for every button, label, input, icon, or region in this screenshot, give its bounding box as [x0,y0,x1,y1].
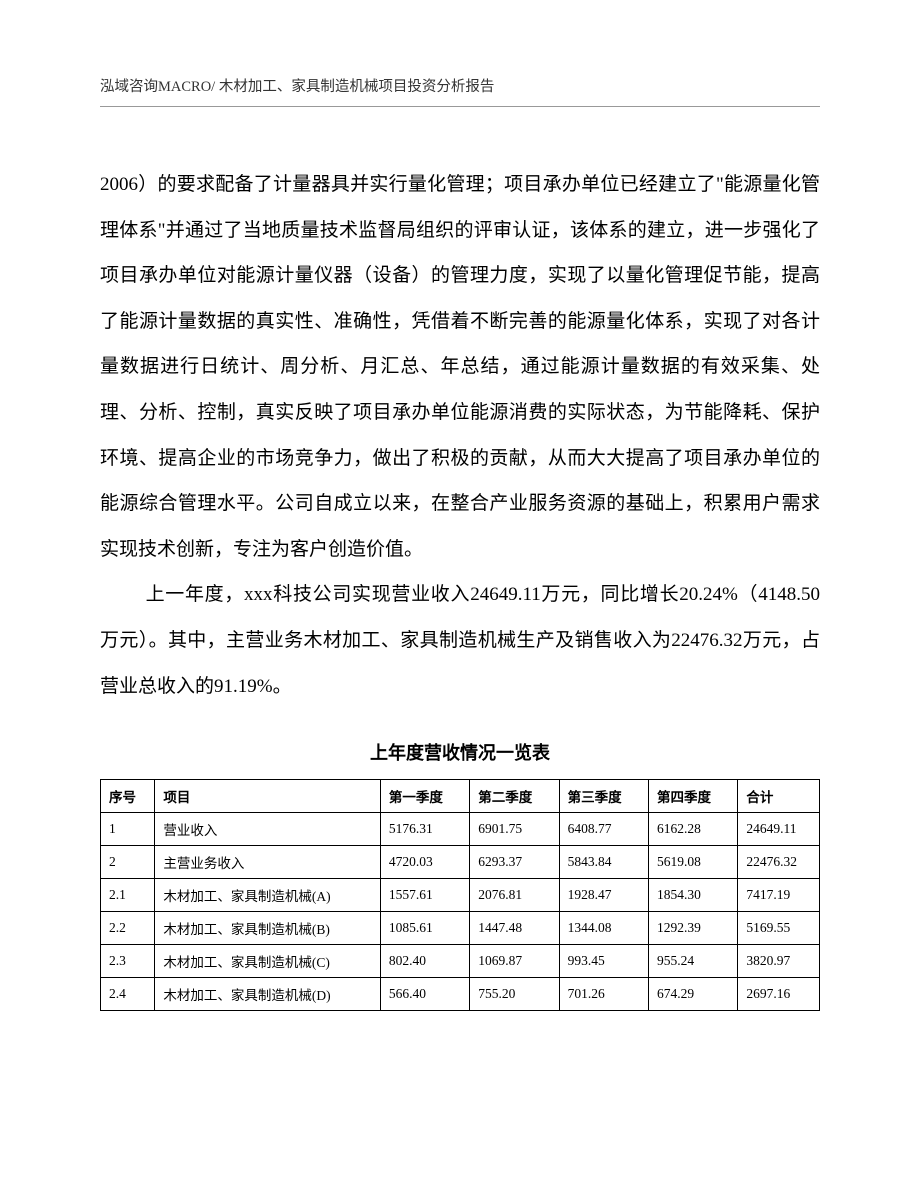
table-row: 2.2 木材加工、家具制造机械(B) 1085.61 1447.48 1344.… [101,912,820,945]
cell-q3: 1928.47 [559,879,648,912]
cell-q2: 6901.75 [470,813,559,846]
col-header-q3: 第三季度 [559,780,648,813]
cell-seq: 1 [101,813,155,846]
cell-q2: 1069.87 [470,945,559,978]
cell-item: 木材加工、家具制造机械(C) [155,945,380,978]
cell-seq: 2.3 [101,945,155,978]
col-header-q1: 第一季度 [380,780,469,813]
cell-total: 7417.19 [738,879,820,912]
cell-q3: 1344.08 [559,912,648,945]
col-header-total: 合计 [738,780,820,813]
table-row: 2 主营业务收入 4720.03 6293.37 5843.84 5619.08… [101,846,820,879]
col-header-item: 项目 [155,780,380,813]
cell-total: 5169.55 [738,912,820,945]
cell-seq: 2.1 [101,879,155,912]
cell-q1: 1557.61 [380,879,469,912]
document-page: 泓域咨询MACRO/ 木材加工、家具制造机械项目投资分析报告 2006）的要求配… [0,0,920,1071]
cell-total: 2697.16 [738,978,820,1011]
col-header-seq: 序号 [101,780,155,813]
cell-q2: 2076.81 [470,879,559,912]
cell-item: 木材加工、家具制造机械(B) [155,912,380,945]
cell-q4: 1292.39 [648,912,737,945]
paragraph-1: 2006）的要求配备了计量器具并实行量化管理；项目承办单位已经建立了"能源量化管… [100,162,820,572]
table-header-row: 序号 项目 第一季度 第二季度 第三季度 第四季度 合计 [101,780,820,813]
cell-q3: 701.26 [559,978,648,1011]
table-row: 2.3 木材加工、家具制造机械(C) 802.40 1069.87 993.45… [101,945,820,978]
cell-seq: 2.4 [101,978,155,1011]
cell-q1: 566.40 [380,978,469,1011]
table-row: 1 营业收入 5176.31 6901.75 6408.77 6162.28 2… [101,813,820,846]
cell-q1: 1085.61 [380,912,469,945]
cell-item: 木材加工、家具制造机械(D) [155,978,380,1011]
table-row: 2.1 木材加工、家具制造机械(A) 1557.61 2076.81 1928.… [101,879,820,912]
page-header: 泓域咨询MACRO/ 木材加工、家具制造机械项目投资分析报告 [100,75,820,107]
cell-q1: 5176.31 [380,813,469,846]
cell-q3: 5843.84 [559,846,648,879]
cell-item: 木材加工、家具制造机械(A) [155,879,380,912]
cell-q1: 802.40 [380,945,469,978]
cell-q2: 1447.48 [470,912,559,945]
cell-seq: 2 [101,846,155,879]
cell-item: 营业收入 [155,813,380,846]
cell-q2: 755.20 [470,978,559,1011]
cell-total: 3820.97 [738,945,820,978]
cell-total: 24649.11 [738,813,820,846]
cell-q4: 955.24 [648,945,737,978]
table-row: 2.4 木材加工、家具制造机械(D) 566.40 755.20 701.26 … [101,978,820,1011]
cell-q1: 4720.03 [380,846,469,879]
cell-q4: 5619.08 [648,846,737,879]
cell-q4: 6162.28 [648,813,737,846]
cell-seq: 2.2 [101,912,155,945]
table-title: 上年度营收情况一览表 [100,739,820,765]
header-text: 泓域咨询MACRO/ 木材加工、家具制造机械项目投资分析报告 [100,79,494,95]
cell-q3: 6408.77 [559,813,648,846]
cell-q2: 6293.37 [470,846,559,879]
cell-total: 22476.32 [738,846,820,879]
col-header-q2: 第二季度 [470,780,559,813]
col-header-q4: 第四季度 [648,780,737,813]
revenue-table: 序号 项目 第一季度 第二季度 第三季度 第四季度 合计 1 营业收入 5176… [100,779,820,1011]
cell-item: 主营业务收入 [155,846,380,879]
cell-q4: 1854.30 [648,879,737,912]
paragraph-2: 上一年度，xxx科技公司实现营业收入24649.11万元，同比增长20.24%（… [100,572,820,709]
cell-q4: 674.29 [648,978,737,1011]
cell-q3: 993.45 [559,945,648,978]
